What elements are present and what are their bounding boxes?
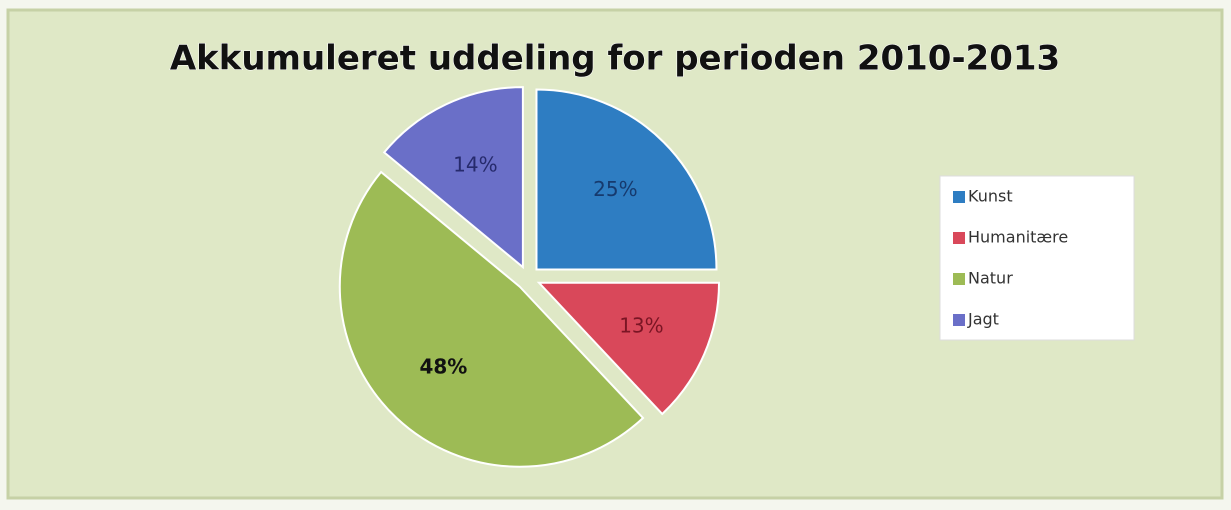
legend-label: Humanitære [968, 228, 1068, 247]
legend-label: Kunst [968, 187, 1013, 206]
pie-slice [338, 170, 645, 468]
pie-slice [536, 281, 721, 416]
legend-label: Natur [968, 269, 1013, 288]
data-label: 48% [419, 355, 467, 379]
chart-title: Akkumuleret uddeling for perioden 2010-2… [170, 39, 1060, 79]
pie-slice [535, 88, 718, 271]
legend-label: Jagt [967, 310, 999, 329]
legend-swatch [953, 232, 965, 244]
data-label: 13% [619, 314, 663, 338]
legend [939, 175, 1135, 341]
data-label: 25% [593, 177, 637, 201]
data-label: 14% [453, 153, 497, 177]
pie-slice [382, 86, 524, 270]
legend-swatch [953, 314, 965, 326]
legend-swatch [953, 273, 965, 285]
legend-swatch [953, 191, 965, 203]
